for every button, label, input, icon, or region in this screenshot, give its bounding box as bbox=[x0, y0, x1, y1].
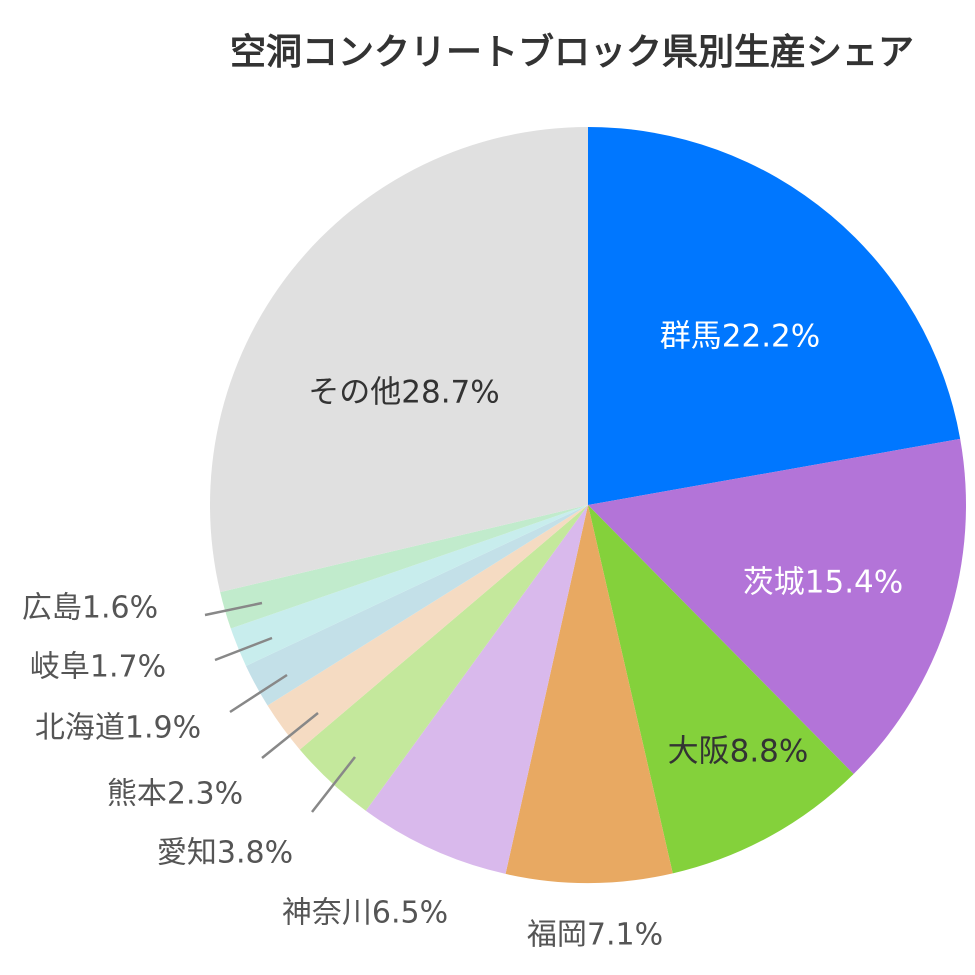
pie-slice-8 bbox=[230, 505, 588, 666]
pie-slice-5 bbox=[299, 505, 588, 811]
pie-slice-3 bbox=[505, 505, 673, 884]
pie-slices bbox=[210, 127, 967, 884]
pie-slice-1 bbox=[588, 438, 967, 774]
leader-line-8 bbox=[214, 636, 273, 662]
pie-slice-9 bbox=[220, 505, 589, 629]
pie-slice-6 bbox=[267, 505, 588, 750]
slice-label-7: 北海道1.9% bbox=[35, 711, 201, 746]
pie-slice-7 bbox=[245, 505, 589, 706]
slice-label-5: 愛知3.8% bbox=[157, 836, 293, 871]
pie-slice-0 bbox=[588, 127, 961, 505]
pie-slice-10 bbox=[210, 127, 588, 593]
pie-slice-2 bbox=[588, 505, 854, 874]
leader-line-5 bbox=[311, 756, 356, 813]
pie-slice-4 bbox=[365, 505, 588, 874]
slice-label-2: 大阪8.8% bbox=[668, 734, 809, 770]
slice-label-1: 茨城15.4% bbox=[743, 565, 903, 601]
chart-title: 空洞コンクリートブロック県別生産シェア bbox=[230, 31, 914, 73]
slice-label-3: 福岡7.1% bbox=[527, 918, 663, 953]
slice-label-8: 岐阜1.7% bbox=[30, 650, 166, 685]
slice-label-0: 群馬22.2% bbox=[660, 319, 820, 355]
leader-lines bbox=[204, 601, 356, 813]
leader-line-7 bbox=[229, 673, 288, 714]
slice-label-6: 熊本2.3% bbox=[107, 777, 243, 812]
slice-label-10: その他28.7% bbox=[308, 375, 499, 411]
slice-labels: 群馬22.2% 茨城15.4% 大阪8.8% 福岡7.1% 神奈川6.5% 愛知3.8% 熊… bbox=[22, 319, 903, 953]
slice-label-9: 広島1.6% bbox=[22, 591, 158, 626]
leader-line-9 bbox=[204, 601, 263, 617]
leader-line-6 bbox=[261, 712, 319, 759]
slice-label-4: 神奈川6.5% bbox=[282, 896, 448, 931]
